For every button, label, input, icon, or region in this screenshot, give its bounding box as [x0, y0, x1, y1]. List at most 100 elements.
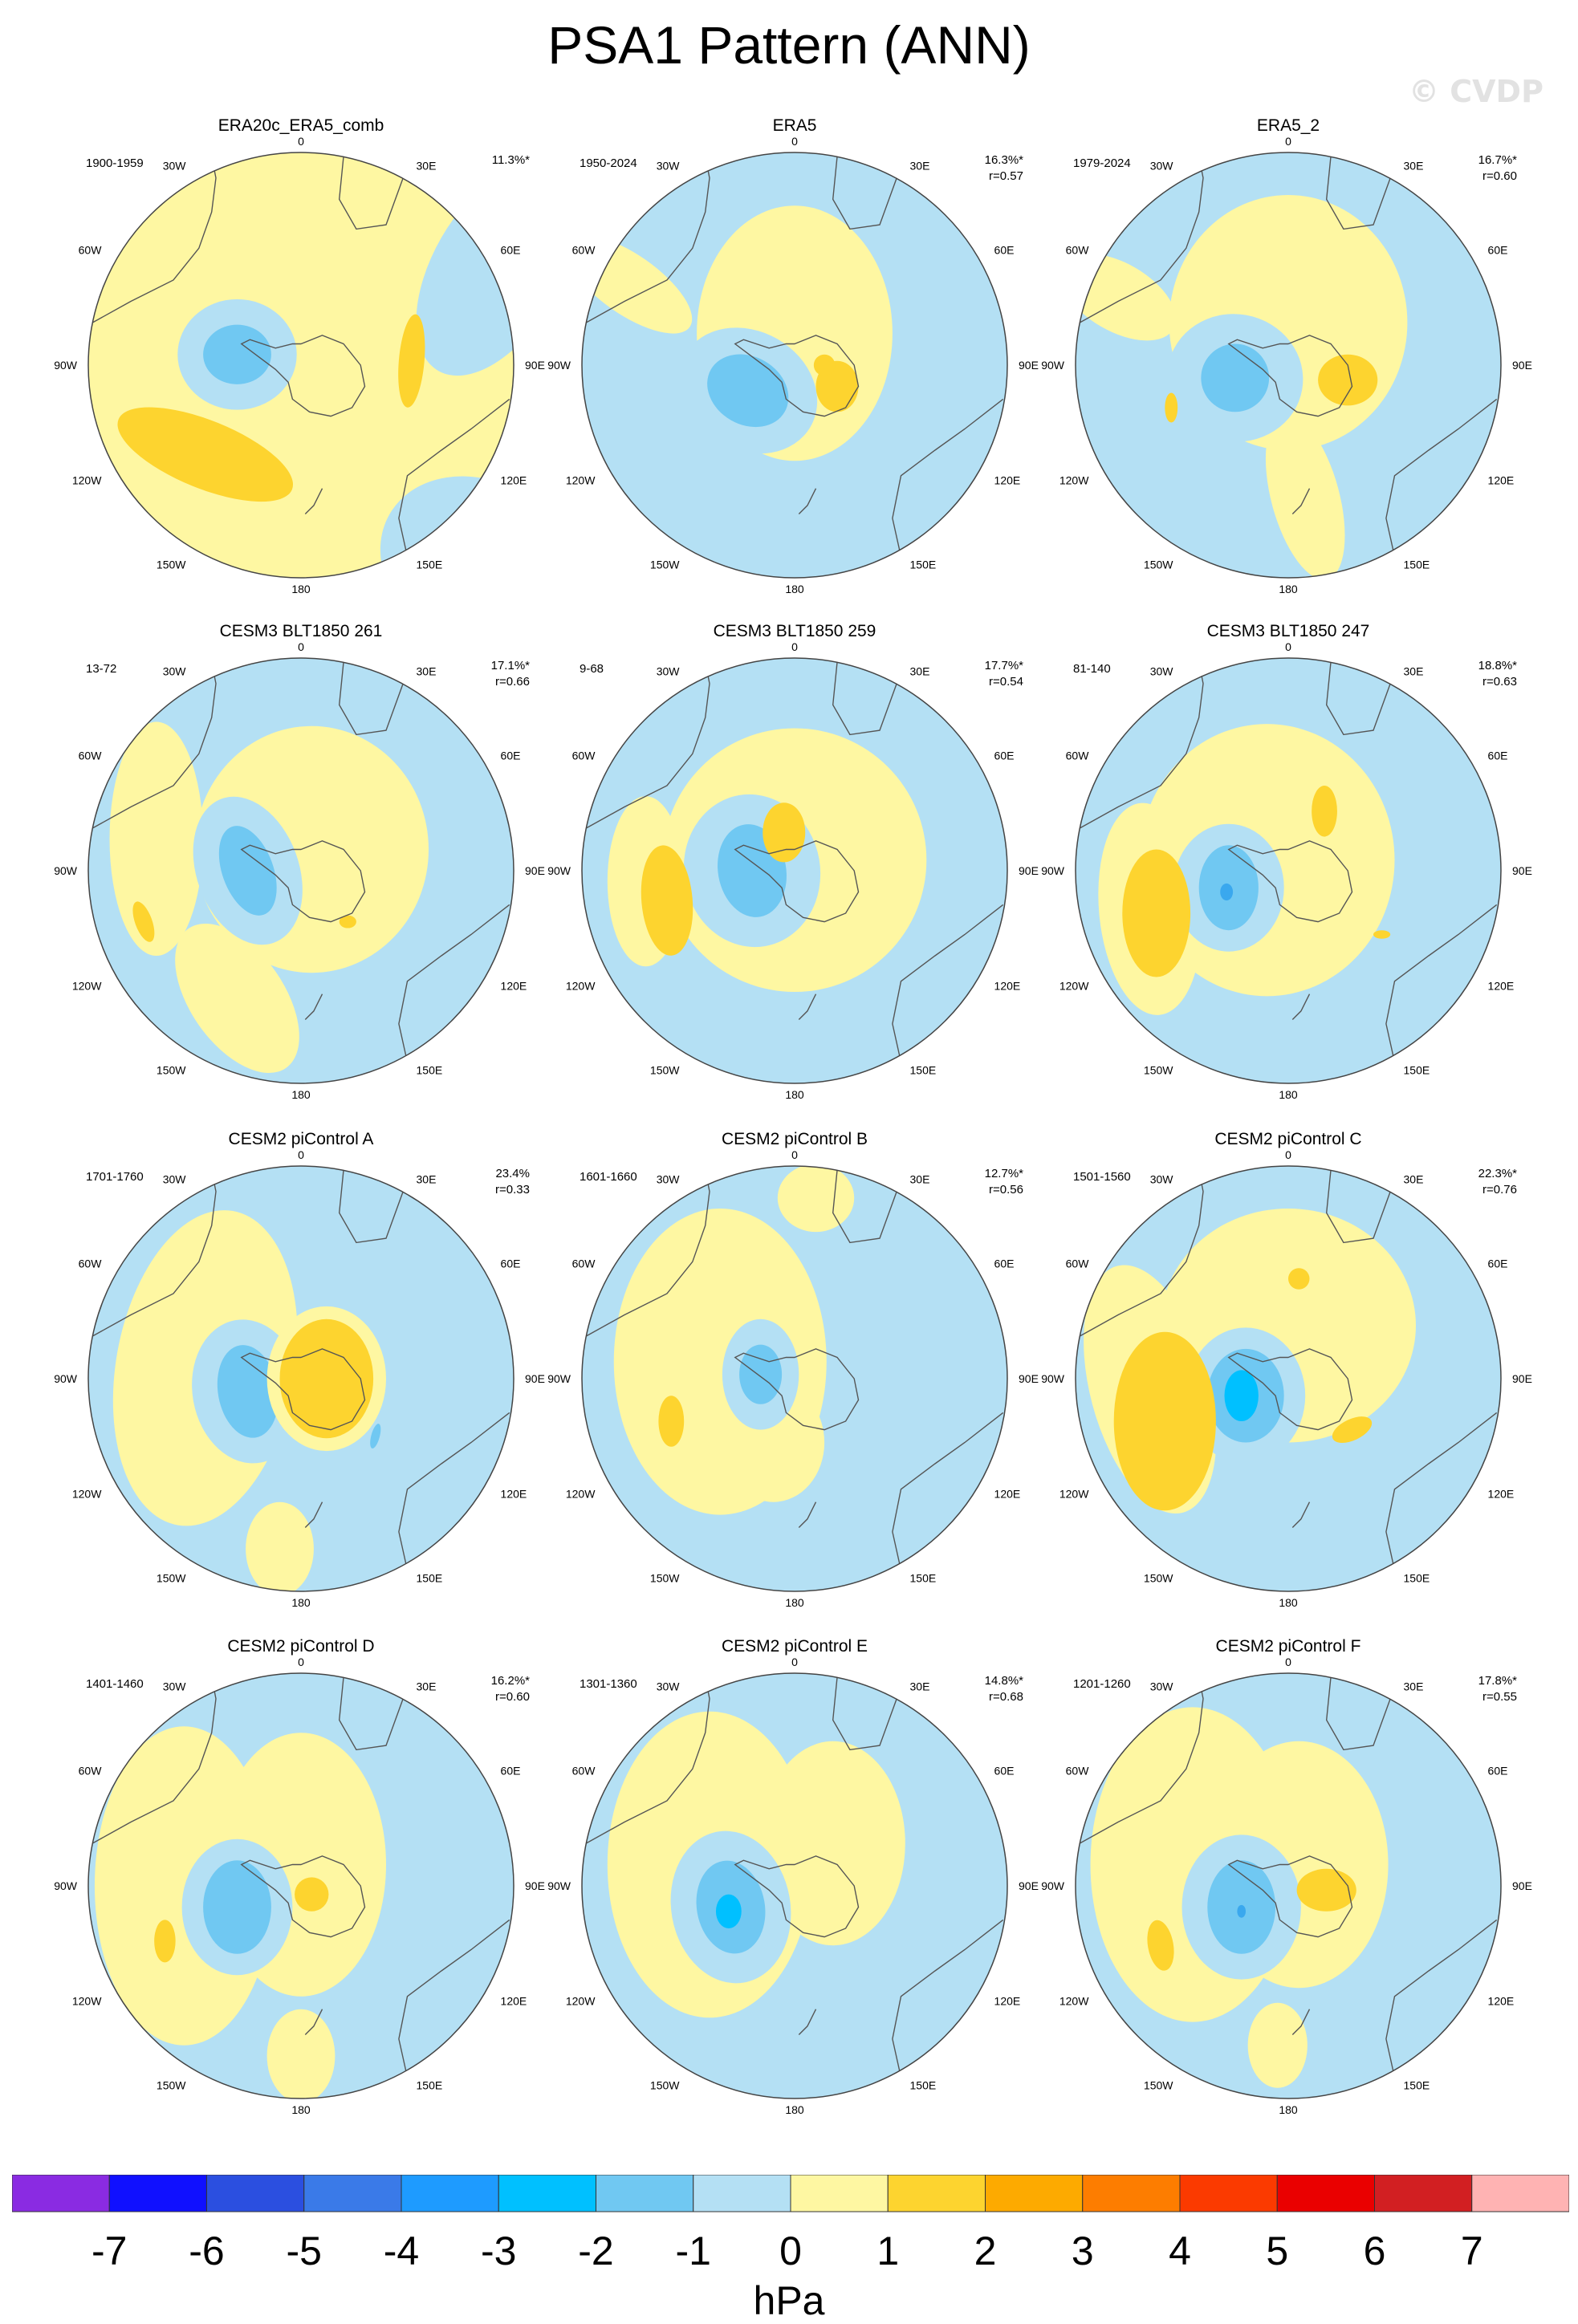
colorbar-tick-label: 3 — [1072, 2229, 1094, 2273]
longitude-label: 60W — [1066, 1765, 1090, 1778]
colorbar-swatch — [1374, 2175, 1473, 2212]
longitude-label: 120W — [566, 1995, 596, 2008]
coastline — [798, 2009, 817, 2035]
polar-map: 0 30E 60E 90E 120E 150E 180 150W 120W 90W 60W 30W — [54, 135, 545, 595]
colorbar-swatch — [401, 2175, 499, 2212]
longitude-label: 90W — [1041, 1879, 1065, 1892]
anomaly-contour — [715, 1894, 742, 1928]
colorbar-tick-label: -5 — [287, 2229, 322, 2273]
coastline — [338, 662, 404, 736]
variance-label: 16.3%* — [984, 153, 1023, 167]
longitude-label: 120W — [72, 1995, 102, 2008]
longitude-label: 60E — [1488, 1765, 1508, 1778]
longitude-label: 60E — [501, 1257, 521, 1270]
longitude-label: 30E — [910, 1172, 930, 1185]
panel-title: ERA5 — [772, 116, 817, 135]
longitude-label: 120W — [72, 474, 102, 487]
map-panel: 0 30E 60E 90E 120E 150E 180 150W 120W 90W 60W 30W CE… — [546, 1130, 1043, 1627]
map-border — [581, 1165, 1008, 1592]
coastline — [798, 488, 817, 514]
longitude-label: 90E — [1019, 1879, 1039, 1892]
longitude-label: 150W — [650, 2079, 680, 2092]
coastline-antarctica — [734, 1348, 860, 1431]
variance-label: 23.4% — [495, 1167, 530, 1180]
longitude-label: 90E — [525, 1879, 545, 1892]
coastline — [585, 1677, 710, 1844]
watermark: © CVDP — [1409, 74, 1543, 109]
colorbar-swatch — [1082, 2175, 1181, 2212]
polar-map: 0 30E 60E 90E 120E 150E 180 150W 120W 90W 60W 30W — [547, 1148, 1039, 1609]
anomaly-contour — [217, 1345, 279, 1438]
map-panel: 0 30E 60E 90E 120E 150E 180 150W 120W 90W 60W 30W ER… — [52, 116, 550, 614]
anomaly-contour — [641, 845, 693, 956]
coastline-antarctica — [240, 1348, 366, 1431]
colorbar-tick-label: -6 — [189, 2229, 224, 2273]
longitude-label: 30W — [163, 159, 187, 172]
panel-title: CESM3 BLT1850 247 — [1206, 622, 1370, 640]
longitude-label: 150E — [1404, 559, 1430, 571]
coastline — [585, 1170, 710, 1337]
anomaly-contour — [175, 923, 299, 1074]
coastline — [585, 156, 710, 323]
coastline — [92, 1677, 217, 1844]
longitude-label: 0 — [791, 1148, 798, 1161]
variance-label: 11.3%* — [491, 153, 530, 167]
coastline-antarctica — [1227, 840, 1353, 923]
colorbar: -7 -6 -5 -4 -3 -2 -1 0 1 2 3 4 5 6 7 — [12, 2175, 1569, 2273]
longitude-label: 90E — [1512, 864, 1532, 877]
anomaly-contour — [707, 354, 789, 428]
map-border — [581, 152, 1008, 579]
longitude-label: 60E — [501, 244, 521, 257]
colorbar-tick-label: -7 — [92, 2229, 127, 2273]
period-label: 81-140 — [1073, 662, 1111, 676]
longitude-label: 0 — [791, 135, 798, 148]
coastline — [1325, 156, 1391, 230]
anomaly-contour — [203, 324, 271, 384]
coastline-antarctica — [1227, 1855, 1353, 1938]
colorbar-tick-label: 7 — [1461, 2229, 1483, 2273]
colorbar-tick-label: -1 — [676, 2229, 711, 2273]
colorbar-unit: hPa — [753, 2278, 825, 2323]
anomaly-contour — [1296, 1868, 1356, 1912]
variance-label: 17.7%* — [984, 659, 1023, 672]
coastline — [92, 156, 217, 323]
longitude-label: 180 — [1279, 583, 1298, 595]
period-label: 1701-1760 — [86, 1170, 144, 1184]
panel-title: CESM2 piControl A — [228, 1130, 374, 1148]
map-border — [87, 657, 514, 1084]
anomaly-contour — [266, 2009, 336, 2099]
anomaly-contour — [1122, 849, 1191, 977]
coastline — [1325, 662, 1391, 736]
polar-map: 0 30E 60E 90E 120E 150E 180 150W 120W 90W 60W 30W — [1041, 640, 1532, 1101]
coastline-antarctica — [1227, 335, 1353, 417]
longitude-label: 90W — [54, 1879, 78, 1892]
period-label: 9-68 — [580, 662, 604, 676]
longitude-label: 90E — [1019, 1372, 1039, 1385]
longitude-label: 150E — [417, 1064, 443, 1077]
colorbar-tick-label: 5 — [1266, 2229, 1288, 2273]
colorbar-swatch — [693, 2175, 791, 2212]
panel-title: ERA20c_ERA5_comb — [218, 116, 384, 135]
colorbar-swatch — [596, 2175, 694, 2212]
anomaly-contour — [1318, 354, 1378, 406]
correlation-label: r=0.55 — [1482, 1690, 1517, 1704]
longitude-label: 60W — [572, 244, 596, 257]
coastline — [1291, 2009, 1311, 2035]
coastline — [832, 1170, 897, 1244]
longitude-label: 30W — [163, 1680, 187, 1692]
coastline — [1325, 1677, 1391, 1751]
colorbar-swatch — [1471, 2175, 1569, 2212]
longitude-label: 150W — [650, 1064, 680, 1077]
colorbar-swatch — [1179, 2175, 1278, 2212]
colorbar-swatch — [790, 2175, 889, 2212]
longitude-label: 30W — [657, 159, 681, 172]
coastline — [1325, 1170, 1391, 1244]
panel-title: CESM2 piControl D — [227, 1637, 375, 1656]
longitude-label: 120W — [566, 474, 596, 487]
coastline — [1079, 662, 1204, 829]
correlation-label: r=0.66 — [495, 675, 530, 689]
anomaly-contour — [246, 1501, 314, 1591]
longitude-label: 150E — [1404, 1572, 1430, 1585]
anomaly-contour — [739, 1344, 783, 1404]
longitude-label: 30E — [1404, 159, 1424, 172]
